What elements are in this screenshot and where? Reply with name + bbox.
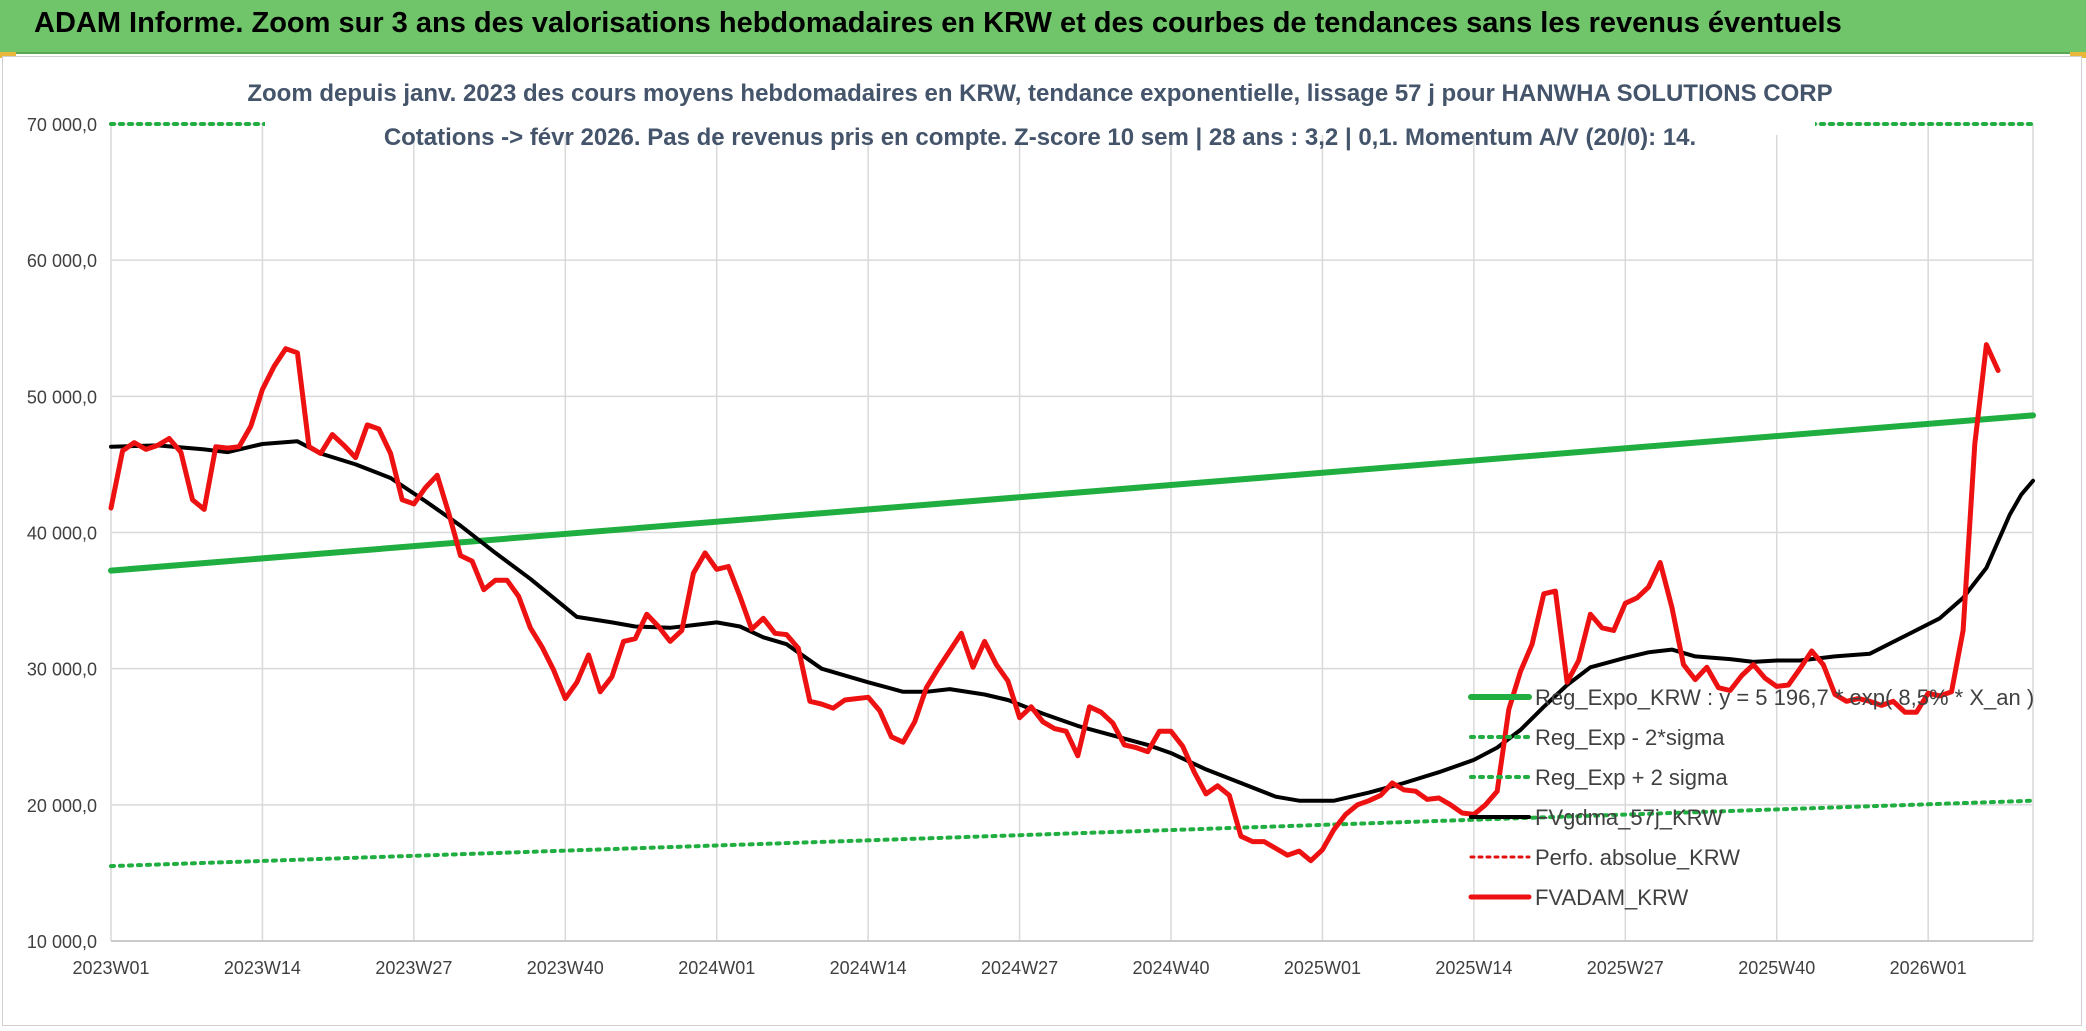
chart-title-line2: Cotations -> févr 2026. Pas de revenus p… <box>384 124 1696 151</box>
x-tick-label: 2023W27 <box>375 958 452 978</box>
legend-label-sigma-high: Reg_Exp + 2 sigma <box>1535 765 1728 790</box>
x-tick-label: 2024W01 <box>678 958 755 978</box>
report-title: ADAM Informe. Zoom sur 3 ans des valoris… <box>34 7 1842 39</box>
series-line-fvgdma <box>109 439 2035 803</box>
legend-label-perfo: Perfo. absolue_KRW <box>1535 845 1740 870</box>
series-line-reg-expo <box>108 412 2036 574</box>
legend-label-sigma-low: Reg_Exp - 2*sigma <box>1535 725 1725 750</box>
x-tick-label: 2024W40 <box>1132 958 1209 978</box>
chart-frame: 10 000,0 20 000,0 30 000,0 40 000,0 50 000,0… <box>2 56 2082 1026</box>
x-tick-label: 2023W14 <box>224 958 301 978</box>
right-corner-marker <box>2070 52 2086 58</box>
chart-title-block: Zoom depuis janv. 2023 des cours moyens … <box>247 59 1833 151</box>
y-tick-label: 60 000,0 <box>27 251 97 271</box>
chart-title-background <box>265 59 1815 135</box>
legend-label-fvgdma: FVgdma_57j_KRW <box>1535 805 1723 830</box>
left-corner-marker <box>0 52 16 58</box>
x-tick-label: 2025W27 <box>1587 958 1664 978</box>
y-tick-label: 30 000,0 <box>27 660 97 680</box>
x-tick-label: 2025W40 <box>1738 958 1815 978</box>
chart-title-line1: Zoom depuis janv. 2023 des cours moyens … <box>247 80 1832 107</box>
series-line-sigma-low <box>109 798 2035 869</box>
legend-label-reg-expo: Reg_Expo_KRW : y = 5 196,7 * exp( 8,5% *… <box>1535 685 2034 710</box>
x-tick-label: 2025W14 <box>1435 958 1512 978</box>
series-line-fvadam <box>108 342 2001 864</box>
series-layer <box>108 122 2036 869</box>
grid-layer <box>110 123 2034 942</box>
y-tick-label: 50 000,0 <box>27 387 97 407</box>
x-tick-label: 2023W40 <box>527 958 604 978</box>
y-tick-label: 20 000,0 <box>27 796 97 816</box>
header-bar: ADAM Informe. Zoom sur 3 ans des valoris… <box>0 0 2086 54</box>
axis-layer: 10 000,0 20 000,0 30 000,0 40 000,0 50 000,0… <box>27 115 1967 978</box>
x-tick-label: 2026W01 <box>1890 958 1967 978</box>
legend-label-fvadam: FVADAM_KRW <box>1535 885 1688 910</box>
y-tick-label: 40 000,0 <box>27 524 97 544</box>
x-tick-label: 2024W27 <box>981 958 1058 978</box>
y-tick-label: 70 000,0 <box>27 115 97 135</box>
x-tick-label: 2024W14 <box>830 958 907 978</box>
legend: Reg_Expo_KRW : y = 5 196,7 * exp( 8,5% *… <box>1468 685 2034 910</box>
x-tick-label: 2023W01 <box>72 958 149 978</box>
y-tick-label: 10 000,0 <box>27 932 97 952</box>
chart-svg: 10 000,0 20 000,0 30 000,0 40 000,0 50 000,0… <box>27 59 2036 978</box>
x-tick-label: 2025W01 <box>1284 958 1361 978</box>
